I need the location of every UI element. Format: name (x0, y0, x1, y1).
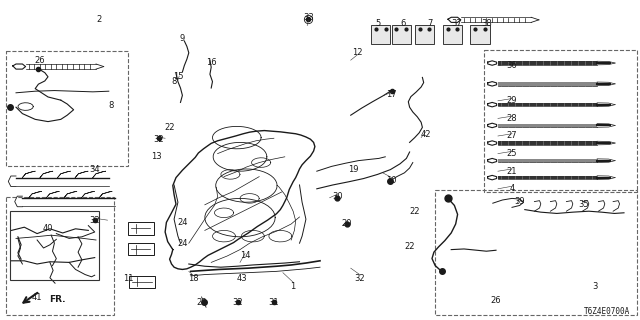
Text: 36: 36 (507, 61, 517, 70)
Bar (498, 159, 597, 163)
Bar (435, 190, 637, 315)
Bar (498, 176, 597, 180)
Text: 18: 18 (188, 274, 198, 283)
Text: 6: 6 (401, 20, 406, 28)
Bar (128, 222, 154, 235)
Bar (129, 276, 155, 288)
Text: 25: 25 (507, 149, 517, 158)
Text: 23: 23 (196, 298, 207, 307)
Bar (392, 25, 411, 44)
Text: 34: 34 (90, 165, 100, 174)
Text: 29: 29 (507, 96, 517, 105)
Text: 12: 12 (352, 48, 362, 57)
Text: 30: 30 (332, 192, 342, 201)
Text: FR.: FR. (49, 295, 66, 304)
Text: 33: 33 (303, 13, 314, 22)
Text: 32: 32 (355, 274, 365, 283)
Text: 27: 27 (507, 132, 517, 140)
Bar (415, 25, 434, 44)
Text: 40: 40 (43, 224, 53, 233)
Bar (498, 61, 597, 65)
Text: 35: 35 (579, 200, 589, 209)
Text: 19: 19 (348, 165, 358, 174)
Text: 11: 11 (123, 274, 133, 283)
Text: 2: 2 (97, 15, 102, 24)
Bar (498, 82, 597, 86)
Bar (10, 211, 99, 280)
Text: 43: 43 (237, 274, 247, 283)
Text: 8: 8 (108, 101, 113, 110)
Text: 1: 1 (291, 282, 296, 291)
Text: 22: 22 (404, 242, 415, 251)
Text: 7: 7 (428, 20, 433, 28)
Text: 20: 20 (342, 220, 352, 228)
Text: 22: 22 (410, 207, 420, 216)
Bar (498, 124, 597, 127)
Text: 15: 15 (173, 72, 183, 81)
Text: 38: 38 (481, 20, 492, 28)
Text: 21: 21 (507, 167, 517, 176)
Text: 32: 32 (233, 298, 243, 307)
Text: 28: 28 (507, 114, 517, 123)
Text: 9: 9 (180, 34, 185, 43)
Bar (6, 197, 114, 315)
Text: 26: 26 (35, 56, 45, 65)
Bar (443, 25, 462, 44)
Bar (128, 243, 154, 255)
Text: 41: 41 (32, 293, 42, 302)
Text: 22: 22 (164, 124, 175, 132)
Text: 37: 37 (452, 20, 462, 28)
Bar (371, 25, 390, 44)
Text: 39: 39 (515, 197, 525, 206)
Text: 32: 32 (154, 135, 164, 144)
Text: 42: 42 (420, 130, 431, 139)
Bar (6, 51, 128, 166)
Text: 14: 14 (240, 252, 250, 260)
Text: 8: 8 (172, 77, 177, 86)
Text: 13: 13 (152, 152, 162, 161)
Bar (498, 141, 597, 145)
Text: 16: 16 (206, 58, 216, 67)
Bar (484, 50, 637, 192)
Bar (498, 103, 597, 107)
Text: 32: 32 (90, 216, 100, 225)
Text: 5: 5 (375, 20, 380, 28)
Text: 31: 31 (269, 298, 279, 307)
Text: 3: 3 (593, 282, 598, 291)
Text: 26: 26 (491, 296, 501, 305)
Text: 17: 17 (387, 90, 397, 99)
Text: 24: 24 (177, 239, 188, 248)
Text: T6Z4E0700A: T6Z4E0700A (584, 307, 630, 316)
Text: 24: 24 (177, 218, 188, 227)
Bar (470, 25, 490, 44)
Text: 10: 10 (387, 176, 397, 185)
Text: 4: 4 (509, 184, 515, 193)
